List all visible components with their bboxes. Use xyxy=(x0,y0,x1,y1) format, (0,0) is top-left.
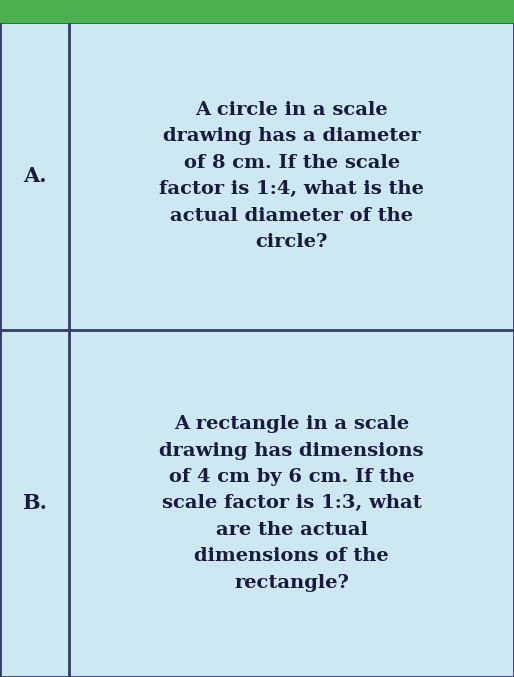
Text: B.: B. xyxy=(22,494,47,513)
Text: A.: A. xyxy=(23,166,46,186)
Text: A rectangle in a scale
drawing has dimensions
of 4 cm by 6 cm. If the
scale fact: A rectangle in a scale drawing has dimen… xyxy=(159,415,424,592)
Text: A circle in a scale
drawing has a diameter
of 8 cm. If the scale
factor is 1:4, : A circle in a scale drawing has a diamet… xyxy=(159,101,424,251)
Bar xyxy=(0,0,514,22)
